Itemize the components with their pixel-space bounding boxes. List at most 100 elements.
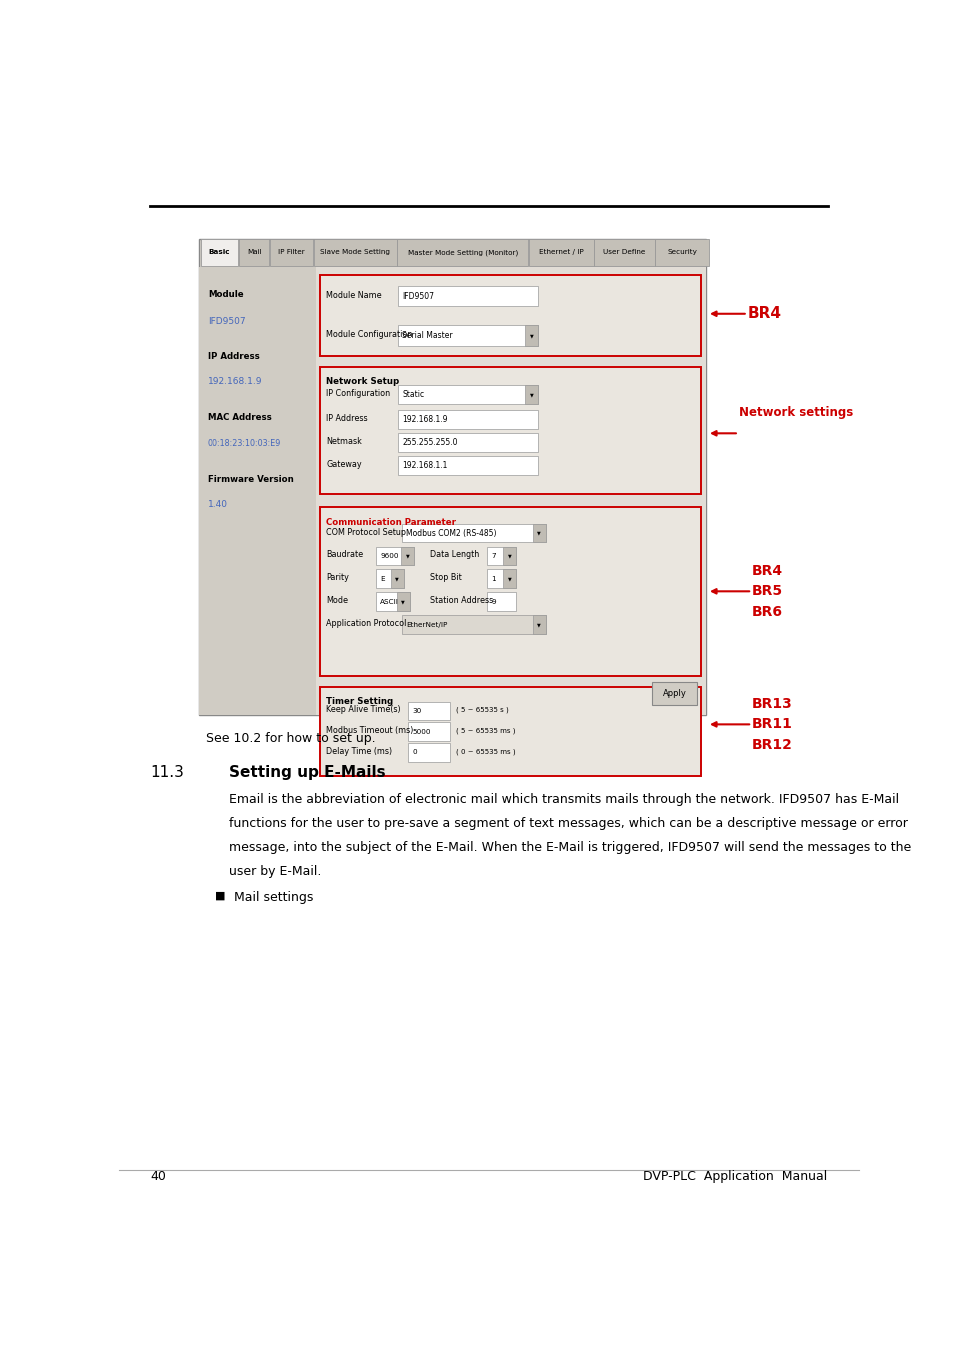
Text: Modbus Timeout (ms): Modbus Timeout (ms) bbox=[326, 726, 414, 736]
Text: Mail: Mail bbox=[247, 250, 261, 255]
Text: Module Name: Module Name bbox=[326, 290, 381, 300]
Text: Mail settings: Mail settings bbox=[233, 891, 313, 903]
Bar bbox=[407, 702, 450, 720]
Text: 0: 0 bbox=[412, 749, 416, 756]
Text: Baudrate: Baudrate bbox=[326, 551, 363, 559]
Text: ■: ■ bbox=[215, 891, 226, 900]
Text: BR11: BR11 bbox=[751, 717, 792, 732]
Text: Slave Mode Setting: Slave Mode Setting bbox=[320, 250, 390, 255]
Text: 40: 40 bbox=[151, 1170, 166, 1183]
Bar bbox=[396, 593, 410, 612]
Bar bbox=[400, 547, 414, 566]
Text: IFD9507: IFD9507 bbox=[208, 317, 245, 325]
Text: Modbus COM2 (RS-485): Modbus COM2 (RS-485) bbox=[406, 529, 497, 537]
Bar bbox=[528, 239, 593, 266]
Text: Application Protocol: Application Protocol bbox=[326, 620, 406, 628]
Text: BR12: BR12 bbox=[751, 738, 792, 752]
Text: Communication Parameter: Communication Parameter bbox=[326, 517, 456, 526]
Bar bbox=[375, 570, 403, 589]
Bar bbox=[199, 267, 315, 716]
Bar bbox=[397, 456, 537, 475]
Text: Network settings: Network settings bbox=[738, 406, 852, 418]
Text: BR4: BR4 bbox=[751, 563, 782, 578]
Text: ▼: ▼ bbox=[537, 531, 540, 536]
Text: ( 5 ~ 65535 s ): ( 5 ~ 65535 s ) bbox=[456, 706, 509, 713]
Bar bbox=[524, 325, 537, 346]
Bar bbox=[401, 616, 545, 634]
Text: Netmask: Netmask bbox=[326, 437, 362, 446]
Text: Station Address: Station Address bbox=[429, 597, 493, 605]
Text: ▼: ▼ bbox=[405, 554, 409, 559]
Bar bbox=[397, 286, 537, 306]
Text: Parity: Parity bbox=[326, 574, 349, 582]
Text: User Define: User Define bbox=[602, 250, 645, 255]
Text: Ethernet / IP: Ethernet / IP bbox=[538, 250, 583, 255]
Text: BR5: BR5 bbox=[751, 585, 782, 598]
Text: IP Configuration: IP Configuration bbox=[326, 389, 390, 398]
Bar bbox=[320, 508, 700, 675]
Bar bbox=[532, 616, 545, 634]
Bar bbox=[502, 547, 516, 566]
Text: 9: 9 bbox=[491, 598, 496, 605]
Text: IFD9507: IFD9507 bbox=[402, 292, 434, 301]
Text: 192.168.1.1: 192.168.1.1 bbox=[402, 462, 447, 470]
Text: ▼: ▼ bbox=[507, 554, 511, 559]
Text: BR6: BR6 bbox=[751, 605, 782, 620]
Text: See 10.2 for how to set up.: See 10.2 for how to set up. bbox=[206, 732, 375, 745]
Text: ▼: ▼ bbox=[395, 576, 398, 582]
Bar bbox=[486, 547, 516, 566]
Text: COM Protocol Setup: COM Protocol Setup bbox=[326, 528, 406, 536]
Text: Master Mode Setting (Monitor): Master Mode Setting (Monitor) bbox=[407, 250, 517, 255]
Bar bbox=[320, 687, 700, 776]
Bar bbox=[320, 275, 700, 356]
Text: ASCII: ASCII bbox=[380, 598, 398, 605]
Bar bbox=[407, 722, 450, 741]
Bar bbox=[502, 570, 516, 589]
Text: Email is the abbreviation of electronic mail which transmits mails through the n: Email is the abbreviation of electronic … bbox=[229, 792, 898, 806]
Bar bbox=[375, 547, 414, 566]
Text: 9600: 9600 bbox=[380, 554, 398, 559]
Text: IP Address: IP Address bbox=[326, 414, 368, 424]
Text: MAC Address: MAC Address bbox=[208, 413, 272, 421]
Text: DVP-PLC  Application  Manual: DVP-PLC Application Manual bbox=[642, 1170, 826, 1183]
Bar bbox=[320, 367, 700, 494]
Text: 11.3: 11.3 bbox=[151, 765, 184, 780]
Bar bbox=[407, 743, 450, 761]
Text: Keep Alive Time(s): Keep Alive Time(s) bbox=[326, 705, 400, 714]
Text: Static: Static bbox=[402, 390, 424, 400]
Bar bbox=[532, 524, 545, 543]
Text: BR4: BR4 bbox=[747, 306, 781, 321]
Text: Network Setup: Network Setup bbox=[326, 377, 399, 386]
Text: 255.255.255.0: 255.255.255.0 bbox=[402, 439, 457, 447]
Text: 7: 7 bbox=[491, 554, 496, 559]
Text: functions for the user to pre-save a segment of text messages, which can be a de: functions for the user to pre-save a seg… bbox=[229, 817, 906, 830]
Text: 30: 30 bbox=[412, 707, 421, 714]
Bar bbox=[652, 682, 696, 705]
Text: IP Address: IP Address bbox=[208, 352, 259, 362]
Text: Serial Master: Serial Master bbox=[402, 331, 453, 340]
Text: Module: Module bbox=[208, 290, 243, 298]
Bar bbox=[397, 433, 537, 452]
Text: ▼: ▼ bbox=[507, 576, 511, 582]
Text: Basic: Basic bbox=[209, 250, 230, 255]
Text: E: E bbox=[380, 576, 384, 582]
Bar bbox=[270, 239, 313, 266]
Text: Timer Setting: Timer Setting bbox=[326, 698, 393, 706]
Bar bbox=[594, 239, 654, 266]
Text: ▼: ▼ bbox=[401, 599, 405, 605]
Text: 5000: 5000 bbox=[412, 729, 430, 734]
Text: 192.168.1.9: 192.168.1.9 bbox=[402, 416, 448, 424]
Text: ▼: ▼ bbox=[537, 622, 540, 628]
Bar bbox=[199, 239, 705, 716]
Text: Delay Time (ms): Delay Time (ms) bbox=[326, 747, 392, 756]
Text: Module Configuration: Module Configuration bbox=[326, 329, 413, 339]
Text: Apply: Apply bbox=[662, 688, 686, 698]
Text: Security: Security bbox=[666, 250, 697, 255]
Text: ▼: ▼ bbox=[529, 393, 533, 397]
Bar bbox=[390, 570, 403, 589]
Text: Firmware Version: Firmware Version bbox=[208, 475, 294, 483]
Text: Data Length: Data Length bbox=[429, 551, 478, 559]
Text: BR13: BR13 bbox=[751, 697, 792, 710]
Bar bbox=[239, 239, 269, 266]
Text: message, into the subject of the E-Mail. When the E-Mail is triggered, IFD9507 w: message, into the subject of the E-Mail.… bbox=[229, 841, 910, 853]
